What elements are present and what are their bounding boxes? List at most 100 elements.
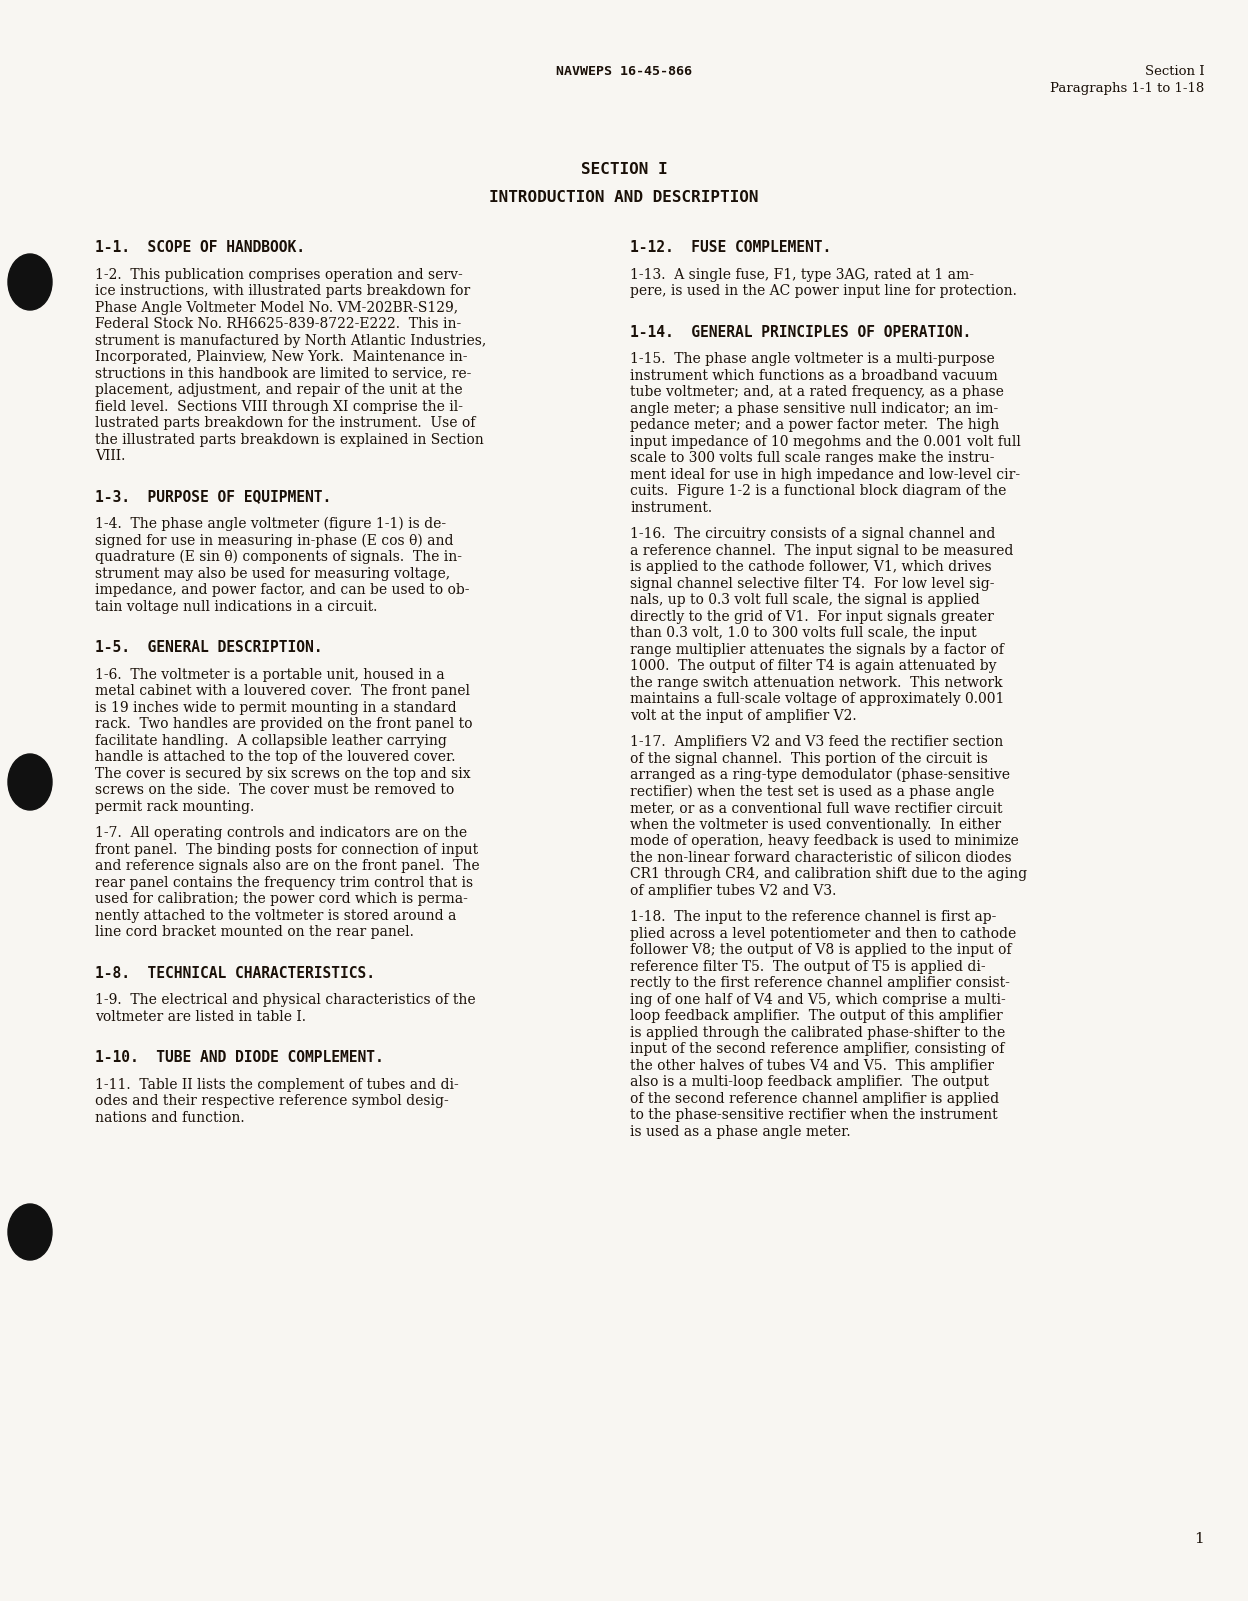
Text: 1000.  The output of filter T4 is again attenuated by: 1000. The output of filter T4 is again a…: [630, 660, 997, 672]
Text: Phase Angle Voltmeter Model No. VM-202BR-S129,: Phase Angle Voltmeter Model No. VM-202BR…: [95, 301, 458, 314]
Text: 1-15.  The phase angle voltmeter is a multi-purpose: 1-15. The phase angle voltmeter is a mul…: [630, 352, 995, 367]
Text: is used as a phase angle meter.: is used as a phase angle meter.: [630, 1124, 851, 1138]
Text: 1-8.  TECHNICAL CHARACTERISTICS.: 1-8. TECHNICAL CHARACTERISTICS.: [95, 965, 374, 980]
Text: placement, adjustment, and repair of the unit at the: placement, adjustment, and repair of the…: [95, 383, 463, 397]
Text: directly to the grid of V1.  For input signals greater: directly to the grid of V1. For input si…: [630, 610, 995, 623]
Text: nals, up to 0.3 volt full scale, the signal is applied: nals, up to 0.3 volt full scale, the sig…: [630, 592, 980, 607]
Text: rack.  Two handles are provided on the front panel to: rack. Two handles are provided on the fr…: [95, 717, 473, 732]
Text: and reference signals also are on the front panel.  The: and reference signals also are on the fr…: [95, 860, 479, 873]
Text: 1-5.  GENERAL DESCRIPTION.: 1-5. GENERAL DESCRIPTION.: [95, 640, 322, 655]
Text: scale to 300 volts full scale ranges make the instru-: scale to 300 volts full scale ranges mak…: [630, 451, 995, 464]
Text: reference filter T5.  The output of T5 is applied di-: reference filter T5. The output of T5 is…: [630, 959, 986, 973]
Text: 1-1.  SCOPE OF HANDBOOK.: 1-1. SCOPE OF HANDBOOK.: [95, 240, 305, 255]
Text: front panel.  The binding posts for connection of input: front panel. The binding posts for conne…: [95, 842, 478, 857]
Text: 1-13.  A single fuse, F1, type 3AG, rated at 1 am-: 1-13. A single fuse, F1, type 3AG, rated…: [630, 267, 975, 282]
Text: maintains a full-scale voltage of approximately 0.001: maintains a full-scale voltage of approx…: [630, 692, 1005, 706]
Text: input impedance of 10 megohms and the 0.001 volt full: input impedance of 10 megohms and the 0.…: [630, 434, 1021, 448]
Text: 1-11.  Table II lists the complement of tubes and di-: 1-11. Table II lists the complement of t…: [95, 1077, 459, 1092]
Text: Incorporated, Plainview, New York.  Maintenance in-: Incorporated, Plainview, New York. Maint…: [95, 351, 468, 363]
Text: permit rack mounting.: permit rack mounting.: [95, 799, 255, 813]
Text: strument may also be used for measuring voltage,: strument may also be used for measuring …: [95, 567, 451, 581]
Text: rectifier) when the test set is used as a phase angle: rectifier) when the test set is used as …: [630, 784, 995, 799]
Text: used for calibration; the power cord which is perma-: used for calibration; the power cord whi…: [95, 892, 468, 906]
Text: of the second reference channel amplifier is applied: of the second reference channel amplifie…: [630, 1092, 1000, 1106]
Text: odes and their respective reference symbol desig-: odes and their respective reference symb…: [95, 1093, 449, 1108]
Text: of the signal channel.  This portion of the circuit is: of the signal channel. This portion of t…: [630, 751, 988, 765]
Text: Federal Stock No. RH6625-839-8722-E222.  This in-: Federal Stock No. RH6625-839-8722-E222. …: [95, 317, 462, 331]
Text: signal channel selective filter T4.  For low level sig-: signal channel selective filter T4. For …: [630, 576, 995, 591]
Text: metal cabinet with a louvered cover.  The front panel: metal cabinet with a louvered cover. The…: [95, 684, 470, 698]
Text: the range switch attenuation network.  This network: the range switch attenuation network. Th…: [630, 676, 1003, 690]
Text: instrument.: instrument.: [630, 501, 713, 514]
Text: a reference channel.  The input signal to be measured: a reference channel. The input signal to…: [630, 543, 1013, 557]
Text: INTRODUCTION AND DESCRIPTION: INTRODUCTION AND DESCRIPTION: [489, 191, 759, 205]
Text: facilitate handling.  A collapsible leather carrying: facilitate handling. A collapsible leath…: [95, 733, 447, 748]
Text: follower V8; the output of V8 is applied to the input of: follower V8; the output of V8 is applied…: [630, 943, 1012, 957]
Text: field level.  Sections VIII through XI comprise the il-: field level. Sections VIII through XI co…: [95, 400, 463, 413]
Text: Section I: Section I: [1144, 66, 1204, 78]
Text: also is a multi-loop feedback amplifier.  The output: also is a multi-loop feedback amplifier.…: [630, 1074, 990, 1089]
Ellipse shape: [7, 754, 52, 810]
Text: the non-linear forward characteristic of silicon diodes: the non-linear forward characteristic of…: [630, 850, 1012, 865]
Text: SECTION I: SECTION I: [580, 162, 668, 178]
Text: mode of operation, heavy feedback is used to minimize: mode of operation, heavy feedback is use…: [630, 834, 1018, 849]
Text: strument is manufactured by North Atlantic Industries,: strument is manufactured by North Atlant…: [95, 333, 487, 347]
Text: VIII.: VIII.: [95, 448, 125, 463]
Text: ment ideal for use in high impedance and low-level cir-: ment ideal for use in high impedance and…: [630, 467, 1021, 482]
Text: voltmeter are listed in table I.: voltmeter are listed in table I.: [95, 1010, 306, 1023]
Text: 1-2.  This publication comprises operation and serv-: 1-2. This publication comprises operatio…: [95, 267, 463, 282]
Text: 1-3.  PURPOSE OF EQUIPMENT.: 1-3. PURPOSE OF EQUIPMENT.: [95, 490, 331, 504]
Text: Paragraphs 1-1 to 1-18: Paragraphs 1-1 to 1-18: [1050, 82, 1204, 94]
Text: input of the second reference amplifier, consisting of: input of the second reference amplifier,…: [630, 1042, 1005, 1057]
Text: 1-7.  All operating controls and indicators are on the: 1-7. All operating controls and indicato…: [95, 826, 467, 841]
Text: 1-17.  Amplifiers V2 and V3 feed the rectifier section: 1-17. Amplifiers V2 and V3 feed the rect…: [630, 735, 1003, 749]
Text: ing of one half of V4 and V5, which comprise a multi-: ing of one half of V4 and V5, which comp…: [630, 993, 1006, 1007]
Text: The cover is secured by six screws on the top and six: The cover is secured by six screws on th…: [95, 767, 470, 781]
Text: quadrature (E sin θ) components of signals.  The in-: quadrature (E sin θ) components of signa…: [95, 551, 462, 565]
Text: rear panel contains the frequency trim control that is: rear panel contains the frequency trim c…: [95, 876, 473, 890]
Text: pedance meter; and a power factor meter.  The high: pedance meter; and a power factor meter.…: [630, 418, 1000, 432]
Text: 1-9.  The electrical and physical characteristics of the: 1-9. The electrical and physical charact…: [95, 993, 475, 1007]
Text: plied across a level potentiometer and then to cathode: plied across a level potentiometer and t…: [630, 927, 1016, 940]
Text: cuits.  Figure 1-2 is a functional block diagram of the: cuits. Figure 1-2 is a functional block …: [630, 484, 1007, 498]
Text: angle meter; a phase sensitive null indicator; an im-: angle meter; a phase sensitive null indi…: [630, 402, 998, 416]
Text: impedance, and power factor, and can be used to ob-: impedance, and power factor, and can be …: [95, 583, 469, 597]
Text: the illustrated parts breakdown is explained in Section: the illustrated parts breakdown is expla…: [95, 432, 484, 447]
Text: NAVWEPS 16-45-866: NAVWEPS 16-45-866: [557, 66, 691, 78]
Text: 1-12.  FUSE COMPLEMENT.: 1-12. FUSE COMPLEMENT.: [630, 240, 831, 255]
Text: pere, is used in the AC power input line for protection.: pere, is used in the AC power input line…: [630, 283, 1017, 298]
Text: signed for use in measuring in-phase (E cos θ) and: signed for use in measuring in-phase (E …: [95, 533, 453, 548]
Text: 1-10.  TUBE AND DIODE COMPLEMENT.: 1-10. TUBE AND DIODE COMPLEMENT.: [95, 1050, 383, 1065]
Text: structions in this handbook are limited to service, re-: structions in this handbook are limited …: [95, 367, 472, 381]
Text: nently attached to the voltmeter is stored around a: nently attached to the voltmeter is stor…: [95, 908, 457, 922]
Text: 1: 1: [1194, 1532, 1204, 1547]
Text: line cord bracket mounted on the rear panel.: line cord bracket mounted on the rear pa…: [95, 925, 414, 940]
Text: to the phase-sensitive rectifier when the instrument: to the phase-sensitive rectifier when th…: [630, 1108, 998, 1122]
Text: when the voltmeter is used conventionally.  In either: when the voltmeter is used conventionall…: [630, 818, 1001, 831]
Text: is 19 inches wide to permit mounting in a standard: is 19 inches wide to permit mounting in …: [95, 701, 457, 714]
Text: ice instructions, with illustrated parts breakdown for: ice instructions, with illustrated parts…: [95, 283, 470, 298]
Text: screws on the side.  The cover must be removed to: screws on the side. The cover must be re…: [95, 783, 454, 797]
Text: loop feedback amplifier.  The output of this amplifier: loop feedback amplifier. The output of t…: [630, 1009, 1003, 1023]
Text: of amplifier tubes V2 and V3.: of amplifier tubes V2 and V3.: [630, 884, 836, 898]
Text: rectly to the first reference channel amplifier consist-: rectly to the first reference channel am…: [630, 977, 1010, 989]
Text: tain voltage null indications in a circuit.: tain voltage null indications in a circu…: [95, 599, 377, 613]
Text: CR1 through CR4, and calibration shift due to the aging: CR1 through CR4, and calibration shift d…: [630, 868, 1027, 881]
Ellipse shape: [7, 255, 52, 311]
Text: 1-4.  The phase angle voltmeter (figure 1-1) is de-: 1-4. The phase angle voltmeter (figure 1…: [95, 517, 446, 532]
Text: volt at the input of amplifier V2.: volt at the input of amplifier V2.: [630, 709, 857, 722]
Text: instrument which functions as a broadband vacuum: instrument which functions as a broadban…: [630, 368, 998, 383]
Ellipse shape: [7, 1204, 52, 1260]
Text: range multiplier attenuates the signals by a factor of: range multiplier attenuates the signals …: [630, 642, 1005, 656]
Text: is applied to the cathode follower, V1, which drives: is applied to the cathode follower, V1, …: [630, 560, 992, 575]
Text: nations and function.: nations and function.: [95, 1111, 245, 1124]
Text: meter, or as a conventional full wave rectifier circuit: meter, or as a conventional full wave re…: [630, 800, 1002, 815]
Text: arranged as a ring-type demodulator (phase-sensitive: arranged as a ring-type demodulator (pha…: [630, 768, 1010, 783]
Text: lustrated parts breakdown for the instrument.  Use of: lustrated parts breakdown for the instru…: [95, 416, 475, 431]
Text: 1-6.  The voltmeter is a portable unit, housed in a: 1-6. The voltmeter is a portable unit, h…: [95, 668, 444, 682]
Text: the other halves of tubes V4 and V5.  This amplifier: the other halves of tubes V4 and V5. Thi…: [630, 1058, 995, 1073]
Text: is applied through the calibrated phase-shifter to the: is applied through the calibrated phase-…: [630, 1026, 1006, 1039]
Text: 1-18.  The input to the reference channel is first ap-: 1-18. The input to the reference channel…: [630, 909, 997, 924]
Text: than 0.3 volt, 1.0 to 300 volts full scale, the input: than 0.3 volt, 1.0 to 300 volts full sca…: [630, 626, 977, 640]
Text: handle is attached to the top of the louvered cover.: handle is attached to the top of the lou…: [95, 749, 456, 764]
